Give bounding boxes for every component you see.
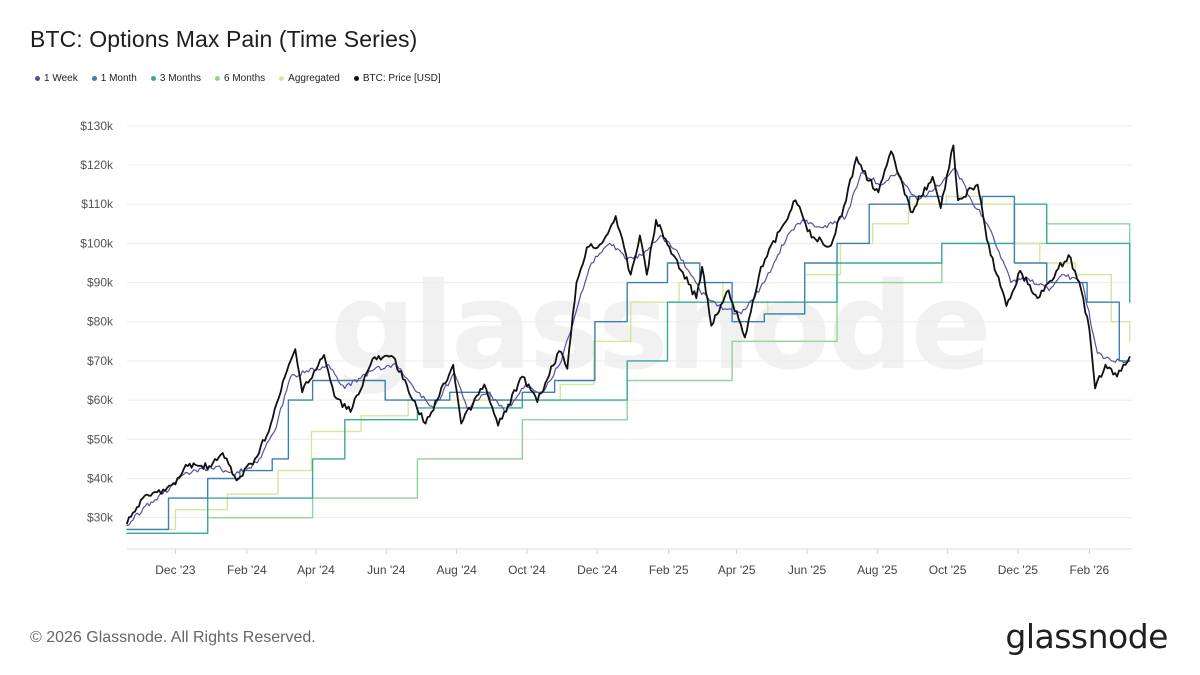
legend-item-1-week[interactable]: 1 Week <box>35 73 78 84</box>
y-tick-label: $130k <box>80 119 114 133</box>
x-tick-label: Jun '24 <box>367 563 406 577</box>
legend-label-1-month: 1 Month <box>100 73 137 84</box>
legend-dot-1-week <box>35 76 40 81</box>
legend-dot-3-months <box>150 76 156 81</box>
x-tick-label: Jun '25 <box>788 563 827 577</box>
legend-item-3-months[interactable]: 3 Months <box>150 73 202 84</box>
x-tick-label: Feb '26 <box>1070 563 1110 577</box>
y-tick-label: $110k <box>81 197 114 211</box>
x-tick-label: Apr '25 <box>718 563 756 577</box>
y-tick-label: $50k <box>87 432 114 446</box>
legend-item-btc-price[interactable]: BTC: Price [USD] <box>353 73 441 84</box>
x-tick-label: Oct '24 <box>508 563 546 577</box>
chart-canvas[interactable]: $30k $40k $50k $60k $70k $80k $90k $100k $110k $1… <box>0 0 1200 600</box>
y-tick-label: $120k <box>80 158 114 172</box>
y-tick-label: $30k <box>87 511 114 525</box>
legend-label-6-months: 6 Months <box>224 73 266 84</box>
x-tick-label: Aug '24 <box>436 563 477 577</box>
legend-label-aggregated: Aggregated <box>288 73 340 84</box>
series-line-1-month <box>126 195 1131 531</box>
legend-dot-btc-price <box>353 76 359 81</box>
legend-dot-1-month <box>91 76 97 81</box>
x-tick-label: Dec '24 <box>577 563 618 577</box>
legend-item-1-month[interactable]: 1 Month <box>91 73 137 84</box>
legend-dot-aggregated <box>279 76 285 81</box>
y-tick-label: $60k <box>87 393 114 407</box>
legend-item-6-months[interactable]: 6 Months <box>215 73 265 84</box>
series-line-btc-price-usd <box>126 144 1131 525</box>
legend-label-btc-price: BTC: Price [USD] <box>362 73 441 84</box>
x-tick-label: Dec '23 <box>155 563 196 577</box>
y-tick-label: $70k <box>87 354 114 368</box>
x-tick-label: Dec '25 <box>998 563 1039 577</box>
x-tick-label: Oct '25 <box>929 563 967 577</box>
x-tick-label: Feb '24 <box>227 563 267 577</box>
x-tick-label: Apr '24 <box>297 563 335 577</box>
copyright-text: © 2026 Glassnode. All Rights Reserved. <box>30 629 316 646</box>
brand-logo: glassnode <box>1005 617 1168 656</box>
chart-title: BTC: Options Max Pain (Time Series) <box>30 26 418 52</box>
series-line-aggregated <box>126 195 1131 531</box>
y-tick-label: $80k <box>87 315 114 329</box>
chart-legend: 1 Week 1 Month 3 Months 6 Months Aggrega… <box>35 73 441 84</box>
x-tick-label: Feb '25 <box>649 563 689 577</box>
legend-label-3-months: 3 Months <box>159 73 202 84</box>
y-tick-label: $90k <box>87 276 114 290</box>
legend-dot-6-months <box>215 76 221 81</box>
y-tick-label: $40k <box>87 471 114 485</box>
legend-item-aggregated[interactable]: Aggregated <box>279 73 340 84</box>
x-tick-label: Aug '25 <box>857 563 898 577</box>
legend-label-1-week: 1 Week <box>44 73 78 84</box>
y-tick-label: $100k <box>80 236 114 250</box>
